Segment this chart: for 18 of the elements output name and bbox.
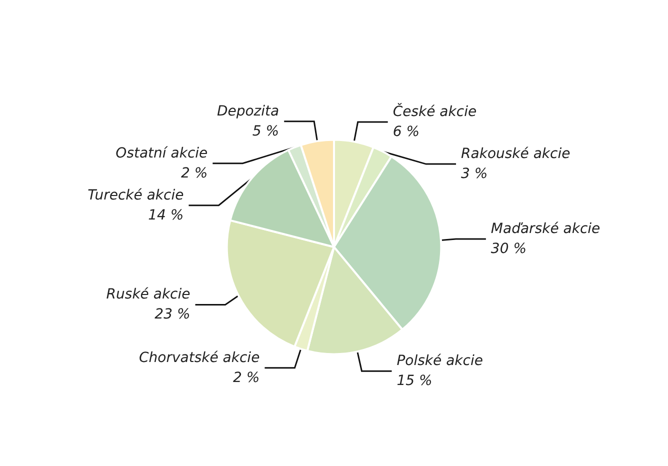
slice-label: Ostatní akcie — [116, 145, 208, 162]
slice-label: České akcie — [392, 103, 477, 120]
data-label: 6 % — [392, 124, 420, 140]
data-label: 15 % — [396, 373, 432, 390]
slice-label: Turecké akcie — [88, 187, 184, 204]
slice-label: Polské akcie — [396, 353, 483, 370]
data-label: 30 % — [490, 240, 527, 257]
slice-label: Rakouské akcie — [461, 146, 570, 162]
data-label: 14 % — [148, 207, 184, 224]
slice-label: Depozita — [216, 103, 280, 120]
slice-label: Maďarské akcie — [490, 220, 600, 237]
slice-label: Chorvatské akcie — [139, 350, 260, 366]
data-label: 5 % — [252, 123, 280, 140]
data-label: 3 % — [461, 166, 488, 182]
data-label: 2 % — [180, 165, 208, 182]
data-label: 2 % — [233, 370, 260, 386]
slice-label: Ruské akcie — [106, 286, 190, 303]
data-label: 23 % — [154, 306, 190, 323]
